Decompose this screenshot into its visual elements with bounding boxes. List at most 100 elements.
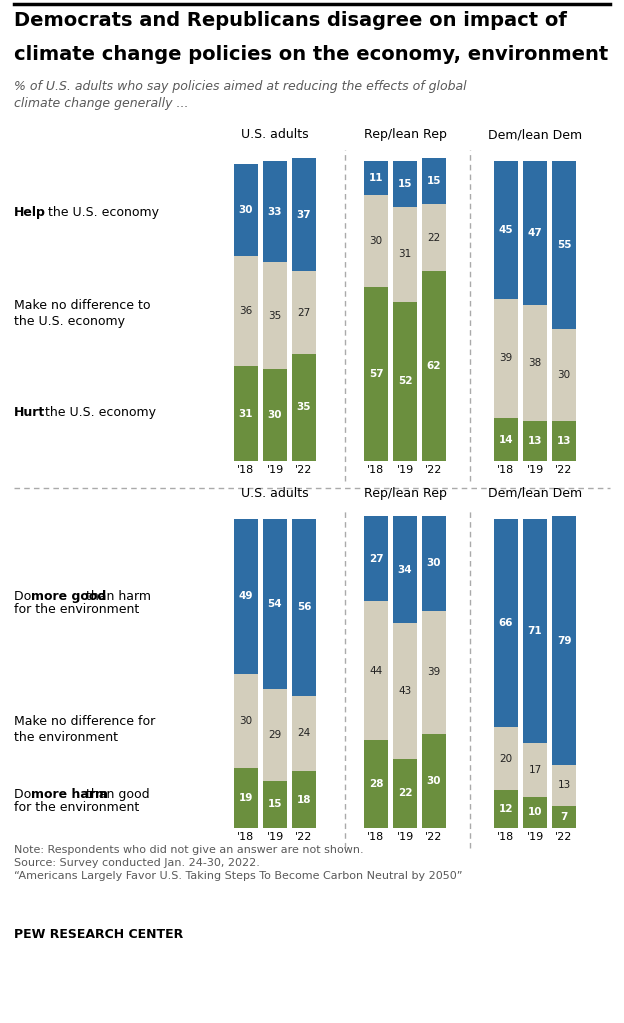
- Text: the U.S. economy: the U.S. economy: [41, 405, 156, 418]
- Bar: [494, 520, 518, 727]
- Text: for the environment: for the environment: [14, 801, 139, 814]
- Bar: [422, 611, 446, 733]
- Text: 35: 35: [268, 311, 281, 320]
- Text: 7: 7: [560, 812, 568, 821]
- Text: 52: 52: [397, 376, 412, 387]
- Bar: [494, 727, 518, 790]
- Text: 47: 47: [528, 228, 542, 238]
- Bar: [552, 161, 576, 329]
- Text: '22: '22: [555, 832, 573, 842]
- Text: 31: 31: [398, 250, 412, 260]
- Bar: [422, 517, 446, 611]
- Text: '22: '22: [295, 832, 313, 842]
- Text: 24: 24: [298, 728, 311, 739]
- Text: for the environment: for the environment: [14, 604, 139, 616]
- Text: climate change policies on the economy, environment: climate change policies on the economy, …: [14, 45, 608, 64]
- Text: '19: '19: [527, 465, 544, 475]
- Bar: [234, 366, 258, 461]
- Bar: [393, 207, 417, 302]
- Bar: [263, 781, 287, 828]
- Text: 12: 12: [499, 804, 514, 814]
- Text: Democrats and Republicans disagree on impact of: Democrats and Republicans disagree on im…: [14, 11, 567, 30]
- Text: '18: '18: [497, 832, 515, 842]
- Bar: [494, 418, 518, 461]
- Bar: [422, 271, 446, 461]
- Bar: [393, 161, 417, 207]
- Text: 30: 30: [427, 559, 441, 569]
- Bar: [494, 161, 518, 299]
- Text: 11: 11: [369, 173, 383, 183]
- Text: 34: 34: [397, 565, 412, 575]
- Bar: [552, 806, 576, 828]
- Text: 43: 43: [398, 686, 412, 696]
- Text: 15: 15: [427, 176, 441, 186]
- Bar: [234, 768, 258, 828]
- Bar: [364, 286, 388, 461]
- Bar: [292, 271, 316, 354]
- Text: 18: 18: [297, 795, 311, 805]
- Text: 35: 35: [297, 402, 311, 412]
- Text: '19: '19: [527, 832, 544, 842]
- Text: 66: 66: [499, 618, 514, 628]
- Text: 20: 20: [499, 754, 512, 764]
- Text: 30: 30: [427, 775, 441, 786]
- Text: '19: '19: [266, 832, 284, 842]
- Bar: [263, 690, 287, 781]
- Text: 15: 15: [397, 179, 412, 189]
- Text: '19: '19: [396, 832, 414, 842]
- Bar: [393, 302, 417, 461]
- Text: 19: 19: [239, 793, 253, 803]
- Bar: [292, 520, 316, 696]
- Bar: [364, 602, 388, 740]
- Bar: [263, 262, 287, 369]
- Text: 44: 44: [369, 666, 383, 675]
- Bar: [523, 305, 547, 421]
- Bar: [393, 623, 417, 759]
- Text: 22: 22: [427, 232, 441, 242]
- Text: 31: 31: [239, 408, 253, 418]
- Bar: [393, 759, 417, 828]
- Text: Make no difference to
the U.S. economy: Make no difference to the U.S. economy: [14, 299, 150, 327]
- Text: U.S. adults: U.S. adults: [241, 128, 309, 141]
- Bar: [364, 740, 388, 828]
- Text: 13: 13: [557, 781, 570, 791]
- Text: 30: 30: [240, 716, 253, 726]
- Text: 57: 57: [369, 368, 383, 379]
- Bar: [552, 329, 576, 421]
- Text: 17: 17: [529, 765, 542, 774]
- Text: 30: 30: [239, 205, 253, 215]
- Bar: [552, 765, 576, 806]
- Text: '22: '22: [426, 832, 442, 842]
- Bar: [523, 743, 547, 797]
- Text: 45: 45: [499, 225, 514, 235]
- Bar: [364, 517, 388, 602]
- Text: more harm: more harm: [31, 788, 108, 801]
- Text: '18: '18: [368, 832, 384, 842]
- Text: 79: 79: [557, 635, 571, 646]
- Bar: [552, 421, 576, 461]
- Text: Dem/lean Dem: Dem/lean Dem: [488, 128, 582, 141]
- Text: 13: 13: [528, 436, 542, 446]
- Text: '22: '22: [295, 465, 313, 475]
- Bar: [523, 161, 547, 305]
- Bar: [393, 517, 417, 623]
- Text: '18: '18: [237, 465, 255, 475]
- Text: the U.S. economy: the U.S. economy: [44, 206, 159, 219]
- Bar: [263, 161, 287, 262]
- Bar: [494, 790, 518, 828]
- Text: 38: 38: [529, 358, 542, 368]
- Text: '18: '18: [368, 465, 384, 475]
- Bar: [422, 733, 446, 828]
- Bar: [523, 421, 547, 461]
- Text: than harm: than harm: [82, 590, 151, 604]
- Text: Dem/lean Dem: Dem/lean Dem: [488, 487, 582, 500]
- Text: 36: 36: [240, 306, 253, 316]
- Text: U.S. adults: U.S. adults: [241, 487, 309, 500]
- Text: 29: 29: [268, 730, 281, 740]
- Text: Rep/lean Rep: Rep/lean Rep: [364, 487, 446, 500]
- Text: 39: 39: [427, 667, 441, 677]
- Text: 37: 37: [296, 210, 311, 220]
- Bar: [234, 164, 258, 256]
- Text: 27: 27: [298, 308, 311, 317]
- Bar: [292, 696, 316, 771]
